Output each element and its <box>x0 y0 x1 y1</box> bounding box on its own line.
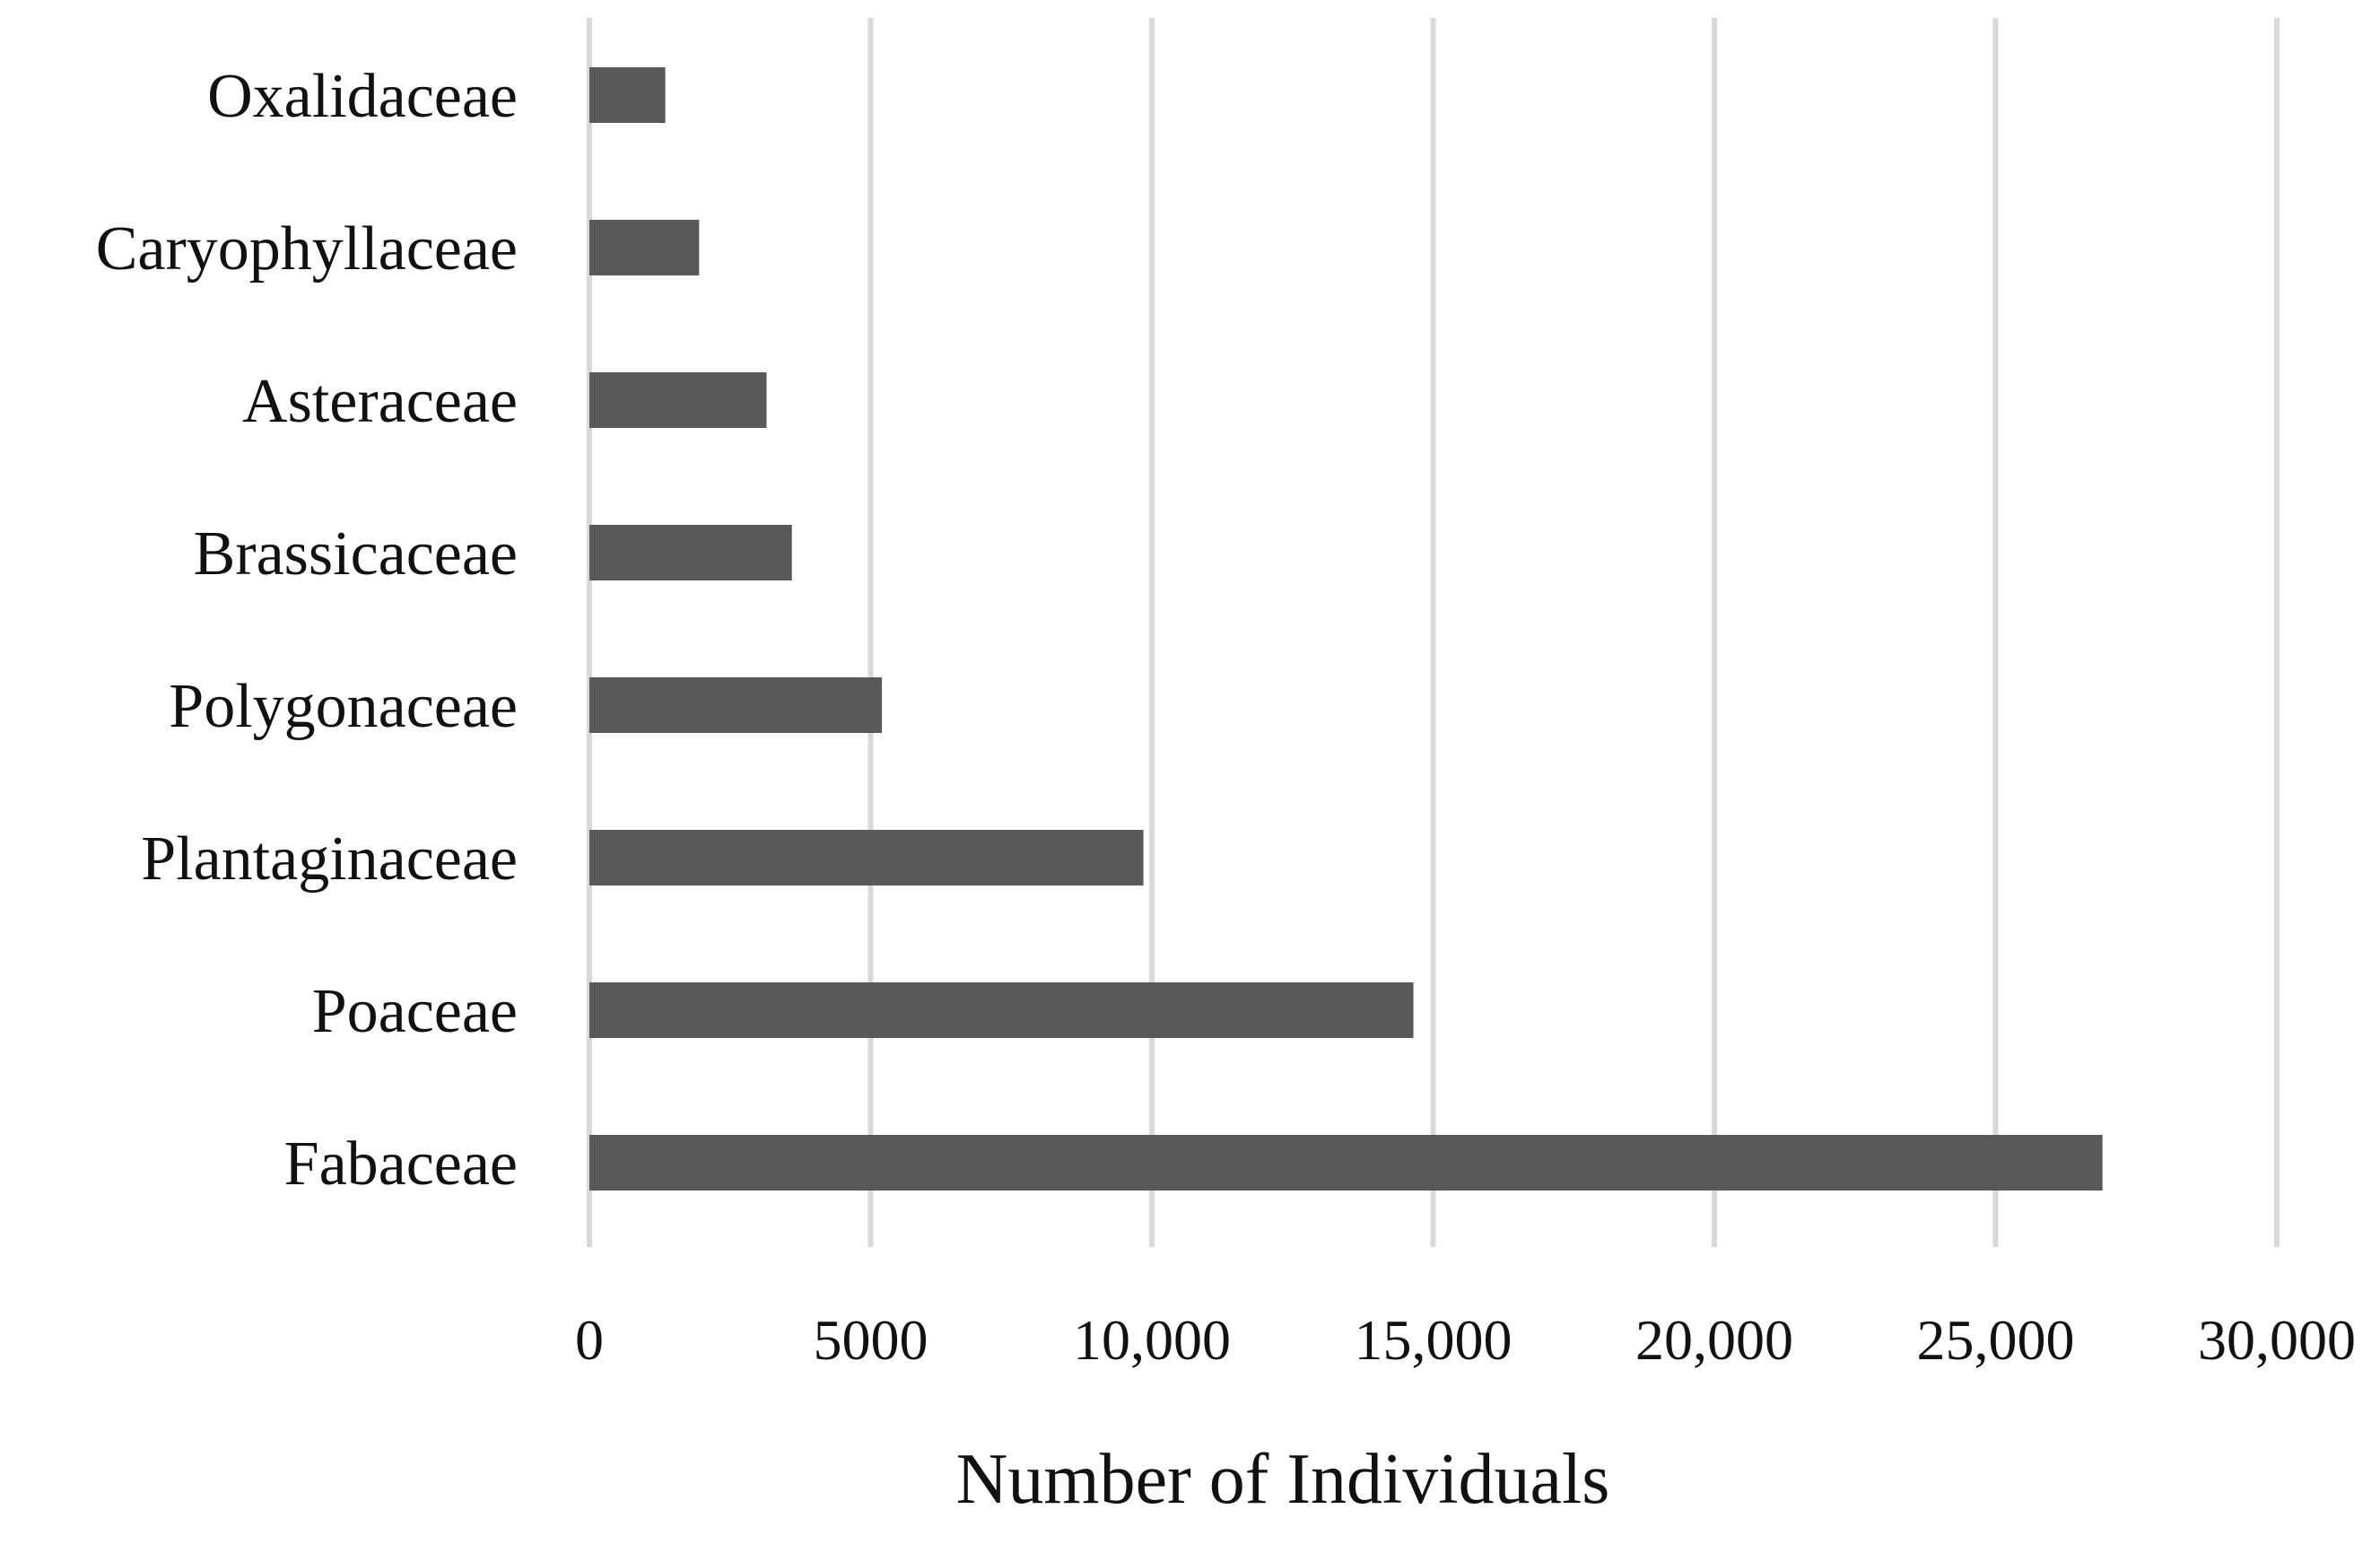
bar-fabaceae <box>589 1135 2103 1191</box>
category-label-caryophyllaceae: Caryophyllaceae <box>96 214 518 284</box>
bar-poaceae <box>589 982 1414 1038</box>
x-tick-label: 10,000 <box>1073 1308 1231 1372</box>
x-tick-label: 0 <box>575 1308 604 1372</box>
bar-caryophyllaceae <box>589 220 700 275</box>
category-label-plantaginaceae: Plantaginaceae <box>141 824 518 894</box>
x-tick-label: 20,000 <box>1635 1308 1793 1372</box>
x-tick-labels: 0 5000 10,000 15,000 20,000 25,000 30,000 <box>575 1308 2356 1372</box>
category-label-oxalidaceae: Oxalidaceae <box>207 62 518 131</box>
x-axis-title: Number of Individuals <box>956 1440 1610 1519</box>
x-tick-label: 15,000 <box>1355 1308 1513 1372</box>
category-label-poaceae: Poaceae <box>312 977 518 1046</box>
bar-plantaginaceae <box>589 830 1144 885</box>
x-tick-label: 30,000 <box>2198 1308 2356 1372</box>
gridlines <box>587 18 2280 1247</box>
bar-oxalidaceae <box>589 67 666 123</box>
bar-brassicaceae <box>589 525 792 580</box>
category-labels: Oxalidaceae Caryophyllaceae Asteraceae Bras… <box>96 62 518 1199</box>
category-label-polygonaceae: Polygonaceae <box>169 672 518 741</box>
x-tick-label: 5000 <box>814 1308 928 1372</box>
category-label-asteraceae: Asteraceae <box>242 367 518 436</box>
bars <box>589 67 2103 1191</box>
category-label-brassicaceae: Brassicaceae <box>194 519 518 589</box>
bar-asteraceae <box>589 372 767 428</box>
x-tick-label: 25,000 <box>1917 1308 2075 1372</box>
category-label-fabaceae: Fabaceae <box>284 1130 518 1199</box>
bar-polygonaceae <box>589 677 883 733</box>
